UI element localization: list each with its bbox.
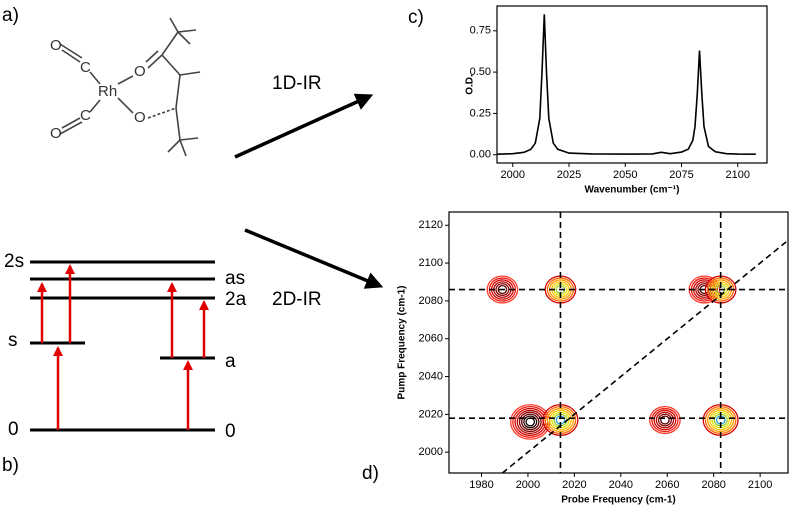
contour-ring	[651, 407, 679, 433]
atom-label: C	[80, 107, 91, 124]
molecule	[59, 17, 201, 157]
y-tick-label: 2000	[419, 446, 443, 458]
x-tick-label: 2100	[748, 479, 772, 491]
contour-ring	[549, 409, 572, 431]
y-tick-label: 2020	[419, 408, 443, 420]
contour-ring	[657, 413, 672, 427]
y-tick-label: 2100	[419, 257, 443, 269]
x-tick-label: 2050	[613, 169, 637, 181]
atom-label: O	[134, 109, 146, 126]
contour-ring	[497, 284, 508, 295]
level-label: a	[225, 351, 236, 372]
x-tick-label: 2020	[562, 479, 586, 491]
atom-label: O	[50, 37, 62, 54]
contour-ring	[542, 404, 579, 436]
plot-frame	[448, 211, 789, 474]
x-tick-label: 2025	[557, 169, 581, 181]
y-tick-label: 2120	[419, 219, 443, 231]
level-label: 2s	[4, 251, 24, 272]
atom-label: O	[134, 63, 146, 80]
contour-ring	[660, 415, 670, 425]
y-tick-label: 2040	[419, 370, 443, 382]
x-tick-label: 2000	[516, 479, 540, 491]
contour-ring	[521, 413, 540, 431]
x-tick-label: 2000	[501, 169, 525, 181]
contour-ring	[546, 407, 575, 433]
level-label: 0	[8, 419, 19, 440]
level-label: 2a	[225, 289, 247, 310]
panel-label: a)	[2, 5, 19, 26]
level-label: 0	[225, 421, 236, 442]
level-label: as	[225, 268, 245, 289]
contour-ring	[525, 417, 536, 427]
contour-ring	[649, 405, 681, 435]
contour-ring	[523, 415, 538, 429]
panel-label: b)	[2, 455, 19, 476]
y-tick-label: 2060	[419, 333, 443, 345]
diagonal	[501, 239, 788, 473]
contour-ring	[709, 409, 733, 431]
x-tick-label: 1980	[469, 479, 493, 491]
x-tick-label: 2080	[701, 479, 725, 491]
y-tick-label: 2080	[419, 295, 443, 307]
y-axis-label: Pump Frequency (cm-1)	[397, 286, 408, 400]
plot-frame	[496, 5, 768, 164]
atom-label: O	[50, 125, 62, 142]
transitions	[37, 264, 209, 430]
energy-levels	[30, 260, 215, 432]
contour-ring	[707, 407, 735, 433]
panel-label: c)	[408, 7, 424, 28]
contours	[449, 212, 788, 473]
x-axis-label: Probe Frequency (cm-1)	[561, 495, 675, 506]
level-label: s	[8, 330, 18, 351]
contour-ring	[518, 411, 542, 433]
contour-ring	[653, 409, 677, 431]
x-tick-label: 2100	[726, 169, 750, 181]
contour-ring	[655, 411, 675, 429]
spectrum-line	[496, 14, 756, 155]
panel-label: d)	[362, 463, 379, 484]
arrow-label: 2D-IR	[272, 289, 322, 310]
contour-ring	[512, 405, 549, 438]
arrow-label: 1D-IR	[272, 73, 322, 94]
y-tick-label: 0.75	[470, 25, 491, 37]
y-axis-label: O.D.	[465, 74, 476, 95]
atom-label: C	[80, 59, 91, 76]
contour-ring	[702, 404, 739, 436]
y-tick-label: 0.50	[470, 66, 491, 78]
contour-ring	[495, 283, 510, 296]
y-tick-label: 0.25	[470, 107, 491, 119]
arrow	[244, 228, 384, 289]
x-tick-label: 2040	[609, 479, 633, 491]
arrow	[234, 93, 374, 159]
contour-ring	[486, 275, 519, 304]
x-axis-label: Wavenumber (cm⁻¹)	[585, 185, 680, 196]
x-tick-label: 2060	[655, 479, 679, 491]
y-tick-label: 0.00	[470, 149, 491, 161]
x-tick-label: 2075	[669, 169, 693, 181]
atom-label: Rh	[98, 83, 117, 100]
